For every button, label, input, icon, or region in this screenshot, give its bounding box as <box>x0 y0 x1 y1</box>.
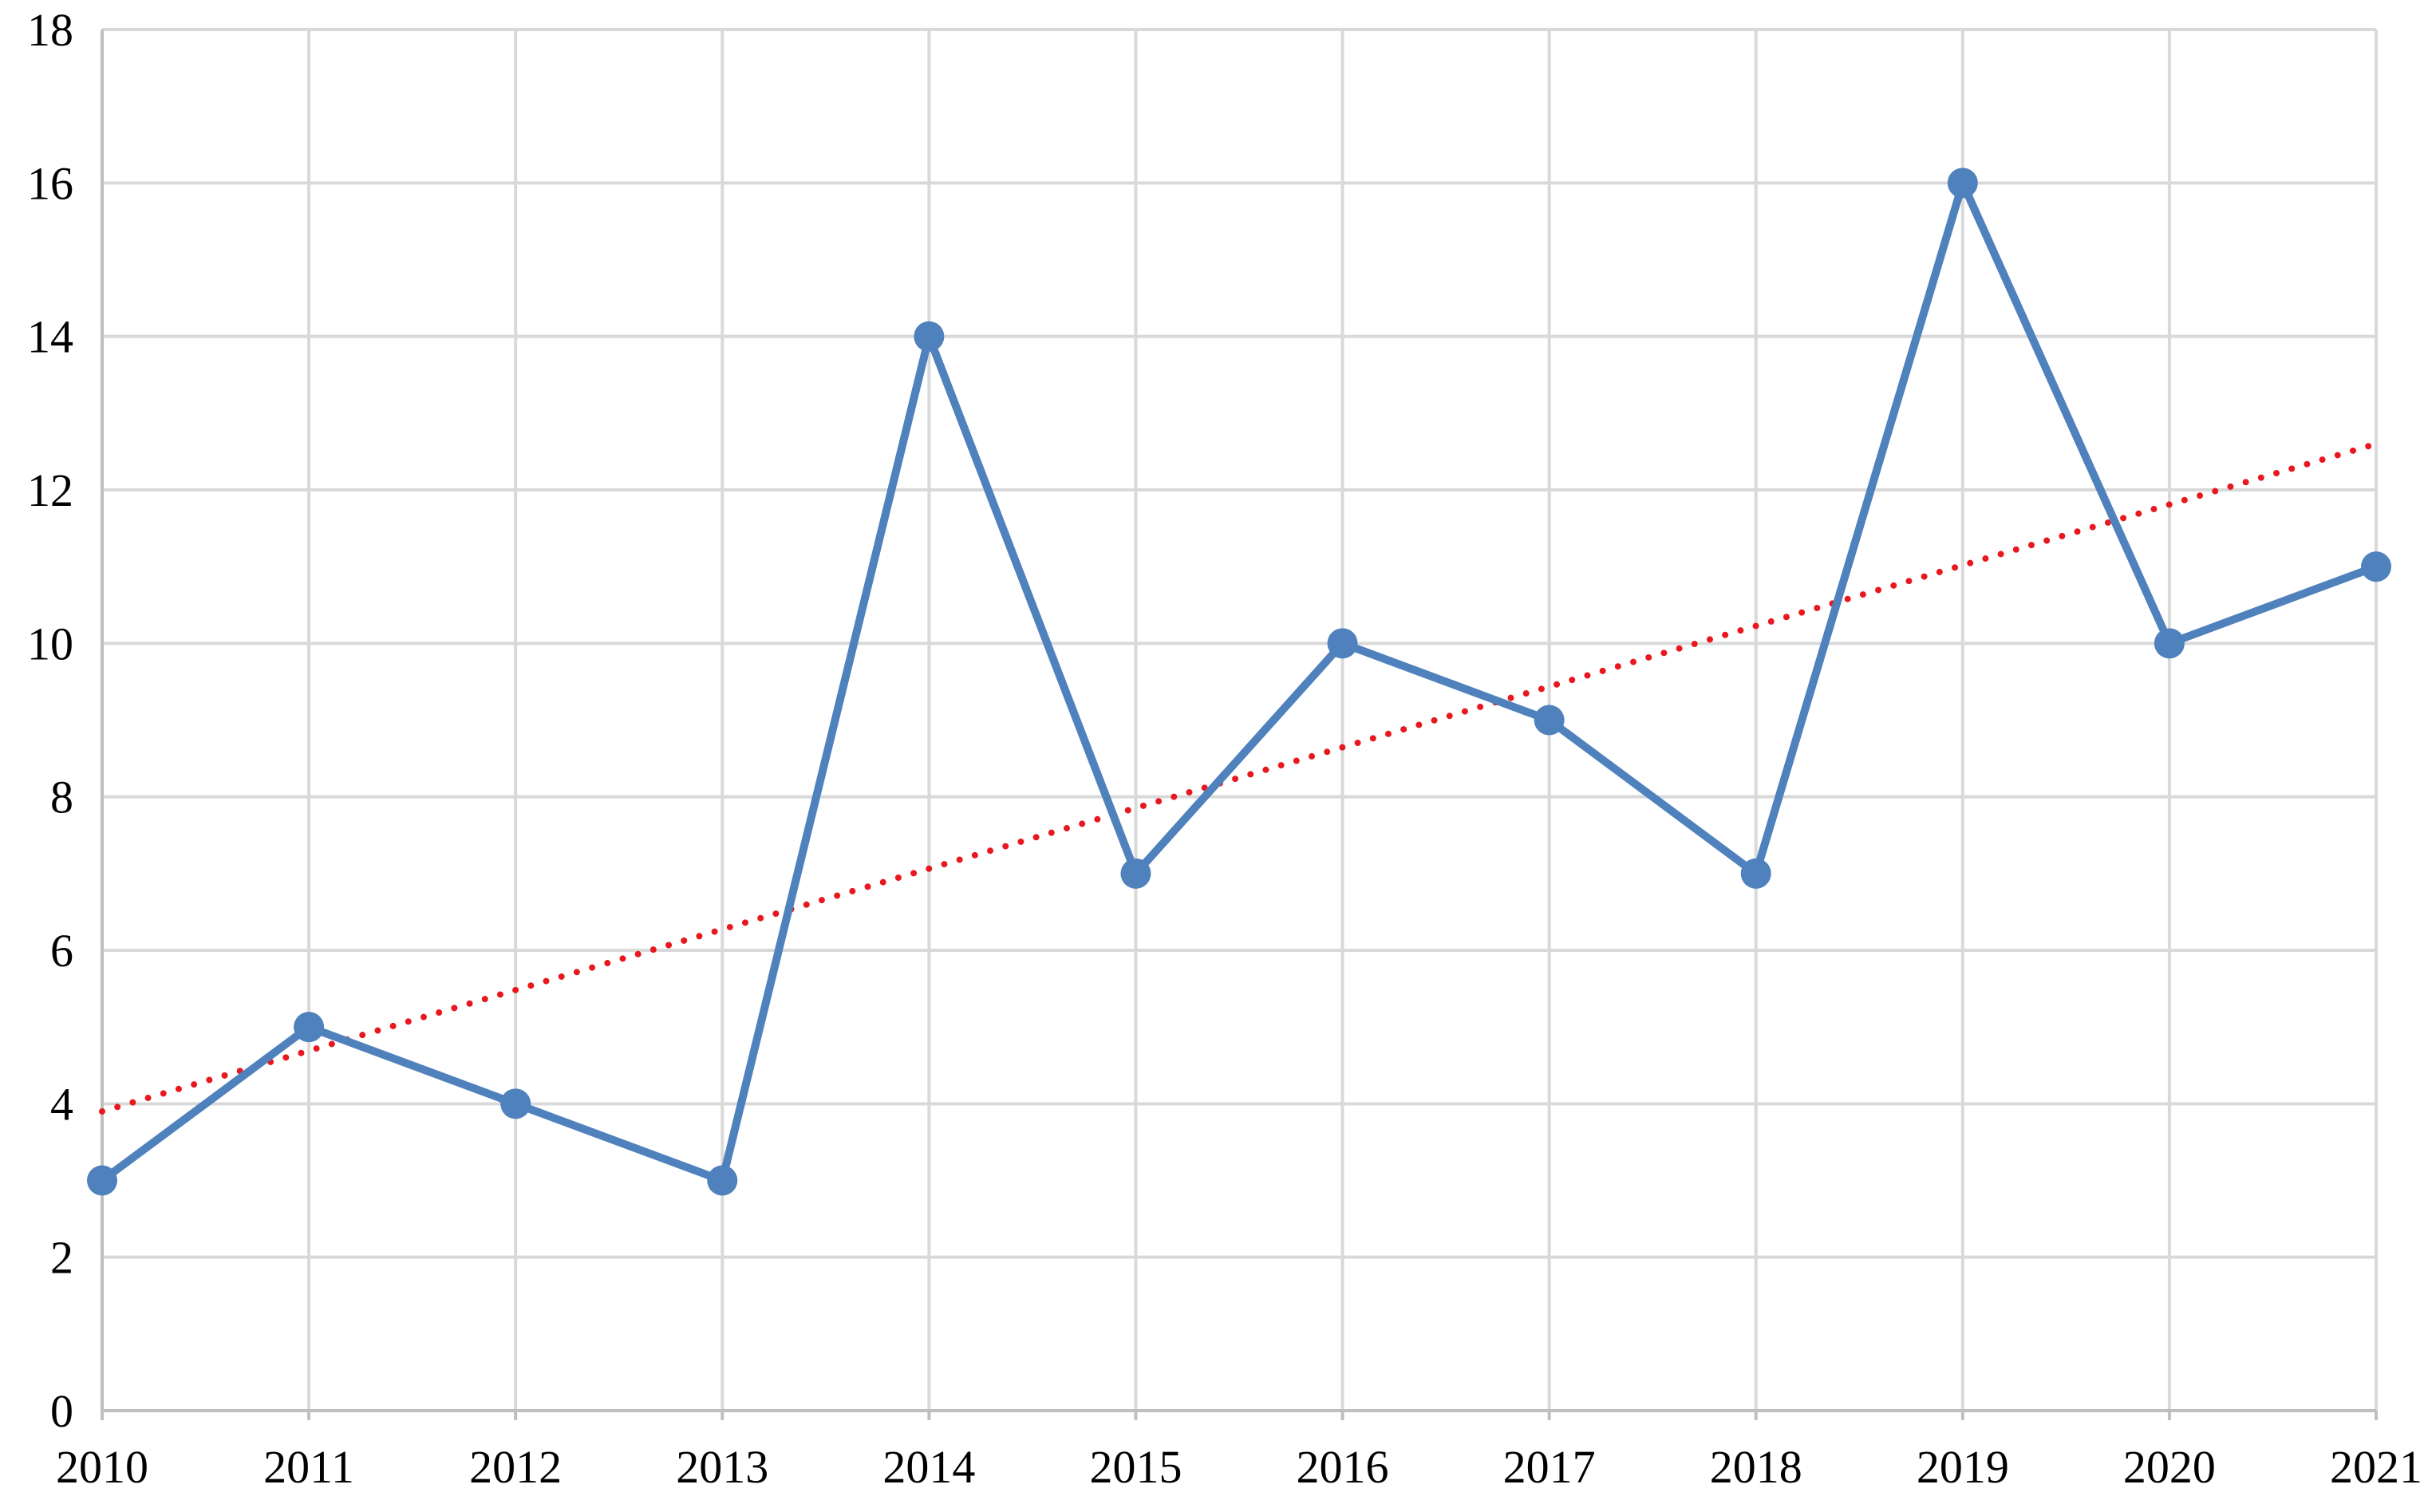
x-tick-label: 2016 <box>1297 1441 1389 1493</box>
y-tick-label: 12 <box>27 464 73 516</box>
y-tick-label: 2 <box>50 1232 73 1284</box>
x-tick-label: 2017 <box>1503 1441 1596 1493</box>
data-point-2019 <box>1947 168 1978 199</box>
x-tick-label: 2012 <box>469 1441 562 1493</box>
data-point-2013 <box>707 1165 738 1196</box>
x-tick-label: 2014 <box>882 1441 975 1493</box>
y-tick-label: 4 <box>50 1078 73 1130</box>
data-point-2010 <box>87 1165 117 1196</box>
x-tick-label: 2011 <box>263 1441 354 1493</box>
x-tick-label: 2019 <box>1917 1441 2009 1493</box>
axes <box>101 30 2378 1420</box>
x-tick-label: 2020 <box>2123 1441 2216 1493</box>
data-point-2014 <box>914 321 945 352</box>
x-tick-label: 2021 <box>2330 1441 2422 1493</box>
y-tick-label: 16 <box>27 157 73 209</box>
trendline-layer <box>99 440 2379 1115</box>
x-axis-tick-labels: 2010 2011 2012 2013 2014 2015 2016 2017 2018 2019… <box>56 1441 2422 1493</box>
data-point-2015 <box>1120 858 1151 889</box>
y-tick-label: 6 <box>50 925 73 977</box>
y-tick-label: 14 <box>27 311 73 363</box>
x-tick-label: 2010 <box>56 1441 148 1493</box>
y-tick-label: 18 <box>27 4 73 56</box>
data-point-2020 <box>2154 628 2185 659</box>
series-layer <box>87 168 2391 1196</box>
y-tick-label: 0 <box>50 1385 73 1437</box>
trendline <box>99 440 2379 1115</box>
data-point-2011 <box>294 1012 325 1043</box>
data-point-2017 <box>1534 705 1565 736</box>
y-tick-label: 10 <box>27 618 73 669</box>
x-tick-label: 2018 <box>1710 1441 1802 1493</box>
data-point-2021 <box>2361 551 2391 582</box>
data-point-2012 <box>500 1088 531 1119</box>
y-tick-label: 8 <box>50 772 73 823</box>
y-axis-tick-labels: 0 2 4 6 8 10 12 14 16 18 <box>27 4 73 1437</box>
gridlines <box>102 28 2378 1411</box>
data-point-2018 <box>1740 858 1771 889</box>
x-tick-label: 2015 <box>1089 1441 1182 1493</box>
x-tick-label: 2013 <box>676 1441 768 1493</box>
data-point-2016 <box>1327 628 1358 659</box>
series-line <box>98 179 2380 1185</box>
